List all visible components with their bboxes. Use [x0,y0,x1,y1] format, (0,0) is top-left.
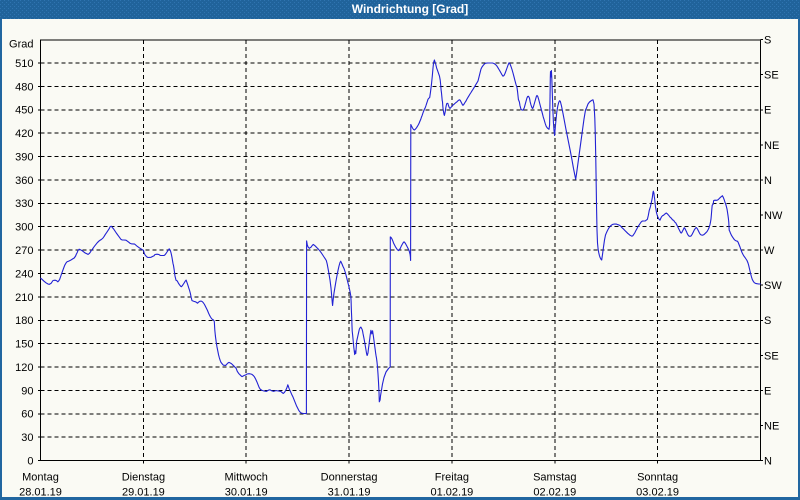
svg-text:S: S [764,315,771,327]
svg-text:02.02.19: 02.02.19 [533,487,576,499]
svg-text:29.01.19: 29.01.19 [122,487,165,499]
svg-text:0: 0 [27,456,33,468]
svg-text:300: 300 [15,222,33,234]
svg-text:NE: NE [764,140,779,152]
svg-text:450: 450 [15,105,33,117]
svg-text:E: E [764,105,771,117]
svg-text:31.01.19: 31.01.19 [328,487,371,499]
svg-text:Dienstag: Dienstag [122,472,165,484]
svg-text:E: E [764,385,771,397]
svg-text:420: 420 [15,128,33,140]
svg-text:SE: SE [764,70,779,82]
svg-text:390: 390 [15,152,33,164]
svg-text:90: 90 [21,385,33,397]
svg-text:28.01.19: 28.01.19 [19,487,62,499]
svg-text:Sonntag: Sonntag [637,472,678,484]
svg-text:Freitag: Freitag [435,472,469,484]
svg-text:S: S [764,35,771,47]
svg-text:150: 150 [15,339,33,351]
svg-text:Grad: Grad [9,38,33,50]
svg-text:SW: SW [764,280,782,292]
svg-text:240: 240 [15,268,33,280]
svg-text:210: 210 [15,292,33,304]
svg-text:NW: NW [764,210,783,222]
svg-text:Montag: Montag [22,472,59,484]
svg-text:330: 330 [15,198,33,210]
svg-text:NE: NE [764,420,779,432]
svg-text:N: N [764,456,772,468]
svg-text:Mittwoch: Mittwoch [224,472,267,484]
svg-text:SE: SE [764,350,779,362]
svg-text:30.01.19: 30.01.19 [225,487,268,499]
svg-text:120: 120 [15,362,33,374]
svg-text:510: 510 [15,58,33,70]
svg-text:180: 180 [15,315,33,327]
svg-text:360: 360 [15,175,33,187]
svg-text:30: 30 [21,432,33,444]
svg-text:270: 270 [15,245,33,257]
svg-text:60: 60 [21,409,33,421]
svg-text:03.02.19: 03.02.19 [636,487,679,499]
svg-text:Donnerstag: Donnerstag [321,472,378,484]
svg-text:480: 480 [15,81,33,93]
svg-text:N: N [764,175,772,187]
svg-text:W: W [764,245,775,257]
svg-text:01.02.19: 01.02.19 [430,487,473,499]
svg-text:Samstag: Samstag [533,472,576,484]
